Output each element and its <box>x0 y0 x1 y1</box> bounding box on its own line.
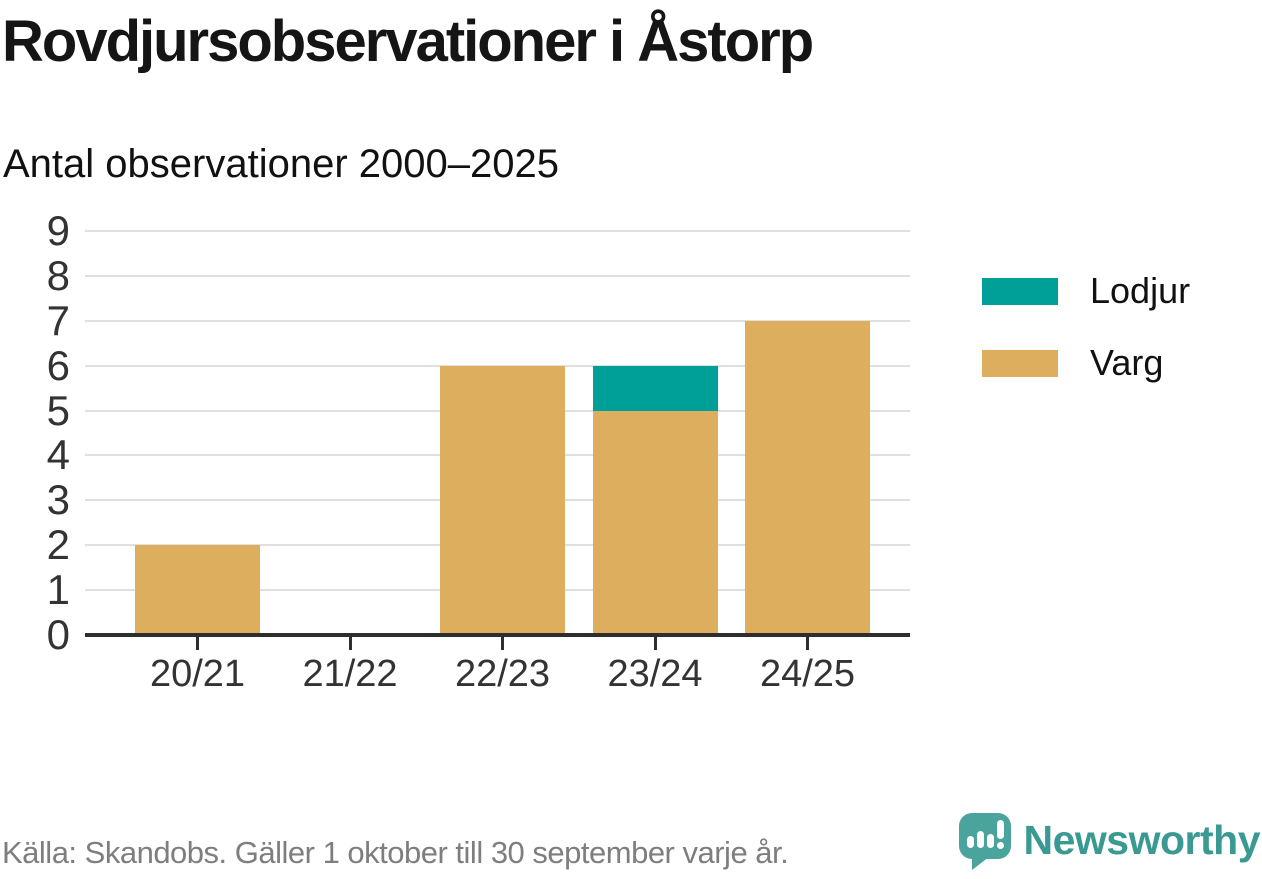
gridline-y9 <box>85 230 910 232</box>
x-axis-tick <box>348 637 352 650</box>
bar-varg-20-21 <box>135 545 260 635</box>
legend-label-varg: Varg <box>1090 342 1164 383</box>
x-axis-tick <box>806 637 809 650</box>
speech-bubble-tail <box>971 857 989 870</box>
plot-area: 20/21 21/22 22/23 23/24 24/25 <box>85 230 910 695</box>
y-axis-tick-label: 4 <box>46 431 70 479</box>
y-axis-tick-label: 1 <box>46 566 70 614</box>
legend-item-lodjur: Lodjur <box>982 270 1190 312</box>
source-note: Källa: Skandobs. Gäller 1 oktober till 3… <box>2 835 789 870</box>
bar-varg-24-25 <box>745 320 870 635</box>
x-axis-tick <box>501 637 504 650</box>
page-title: Rovdjursobservationer i Åstorp <box>2 9 814 74</box>
brand-logo: Newsworthy <box>958 811 1261 870</box>
bar-chart-glyph <box>966 836 974 848</box>
y-axis-tick-label: 2 <box>46 521 70 569</box>
y-axis-tick-label: 9 <box>46 207 70 254</box>
legend-swatch-varg <box>982 349 1058 377</box>
x-axis-line <box>85 633 910 637</box>
brand-name: Newsworthy <box>1023 816 1261 863</box>
exclamation-glyph <box>996 820 1004 839</box>
y-axis-tick-label: 3 <box>46 476 70 524</box>
legend: Lodjur Varg <box>982 270 1190 384</box>
y-axis-tick-label: 5 <box>46 386 70 434</box>
y-axis-tick-label: 0 <box>46 611 70 658</box>
x-axis-tick <box>653 637 657 650</box>
legend-label-lodjur: Lodjur <box>1090 270 1191 311</box>
bar-chart-glyph <box>986 834 994 848</box>
legend-item-varg: Varg <box>982 342 1190 384</box>
gridline-y8 <box>85 274 910 277</box>
bar-lodjur-23-24 <box>592 365 718 411</box>
y-axis-tick-label: 6 <box>46 341 70 389</box>
chart-subtitle: Antal observationer 2000–2025 <box>3 142 559 186</box>
newsworthy-icon <box>958 811 1011 870</box>
x-axis-tick-label: 24/25 <box>759 653 856 695</box>
y-axis-tick-label: 7 <box>46 296 70 344</box>
gridline-y7 <box>85 319 910 322</box>
legend-swatch-lodjur <box>982 277 1058 305</box>
x-axis-tick-label: 22/23 <box>454 653 551 695</box>
x-axis-tick-label: 20/21 <box>149 653 246 695</box>
x-axis-tick-label: 21/22 <box>302 653 398 695</box>
bar-chart-glyph <box>976 831 984 848</box>
bar-varg-23-24 <box>592 410 718 635</box>
y-axis-tick-label: 8 <box>46 251 70 299</box>
exclamation-glyph-dot <box>996 842 1004 849</box>
bar-varg-22-23 <box>440 365 565 635</box>
x-axis-tick <box>196 637 199 650</box>
x-axis-tick-label: 23/24 <box>607 653 703 695</box>
